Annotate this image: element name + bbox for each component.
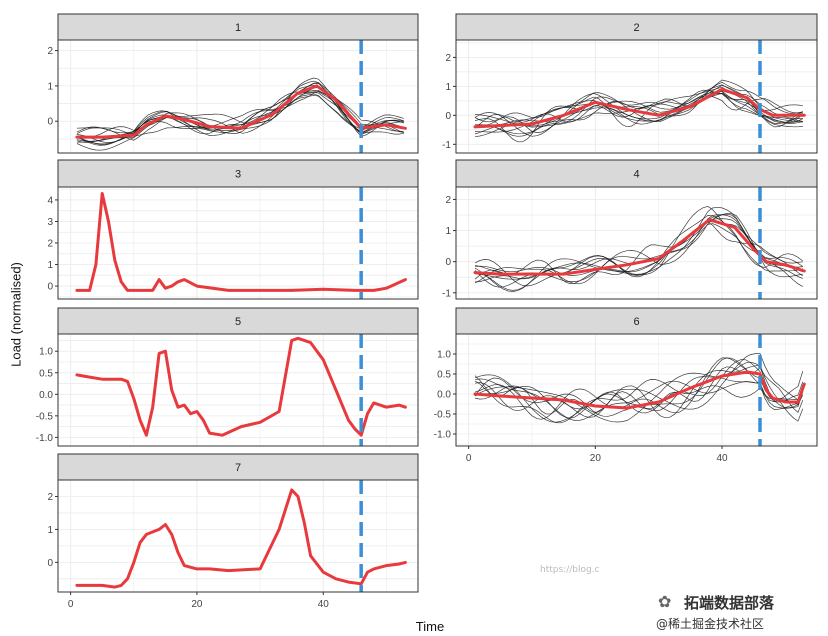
- y-tick-label: 1: [47, 81, 53, 92]
- plot-area: [456, 334, 817, 446]
- y-tick-label: 1: [47, 260, 53, 271]
- y-tick-label: 2: [445, 195, 451, 206]
- panel-border: [57, 186, 419, 300]
- facet-strip-label: 3: [235, 169, 241, 181]
- panel-4: 4 -1 0 1 2: [442, 159, 818, 300]
- watermark-blog: https://blog.c: [540, 565, 600, 575]
- y-tick-label: -1: [442, 140, 451, 151]
- series-member-line: [474, 81, 803, 126]
- facet-strip-label: 5: [235, 316, 241, 328]
- series-member-line: [474, 364, 804, 422]
- series-member-line: [76, 93, 404, 151]
- series-mean-line: [473, 370, 806, 410]
- y-tick-label: 0: [445, 111, 451, 122]
- series-mean-line: [75, 84, 407, 139]
- panel-border: [455, 39, 818, 154]
- panel-border: [455, 186, 818, 300]
- y-tick-label: 0.5: [39, 368, 53, 379]
- y-tick-label: 3: [47, 217, 53, 228]
- x-tick-label: 20: [191, 599, 203, 610]
- x-tick-label: 40: [716, 453, 728, 464]
- y-tick-label: 1.0: [39, 347, 53, 358]
- y-tick-label: 2: [47, 492, 53, 503]
- y-tick-label: 1: [47, 525, 53, 536]
- x-tick-label: 0: [68, 599, 74, 610]
- y-tick-label: 4: [47, 195, 53, 206]
- facet-strip: [57, 13, 419, 41]
- series-member-line: [474, 375, 804, 424]
- series-member-line: [474, 372, 804, 423]
- series-mean-line: [473, 218, 806, 276]
- series-mean-line: [473, 87, 806, 129]
- series-member-line: [474, 89, 803, 129]
- series-member-line: [474, 93, 803, 137]
- facet-strip-label: 6: [633, 316, 639, 328]
- facet-strip-label: 2: [633, 22, 639, 34]
- plot-area: [456, 40, 817, 153]
- panel-1: 1 0 1 2: [47, 13, 419, 154]
- x-axis-label: Time: [415, 619, 445, 634]
- panel-2: 2 -1 0 1 2: [442, 13, 818, 154]
- watermark-brand: 拓端数据部落: [684, 594, 775, 612]
- panel-border: [57, 333, 419, 447]
- series-member-line: [474, 206, 803, 292]
- y-tick-label: 0: [47, 282, 53, 293]
- y-tick-label: 2: [47, 239, 53, 250]
- facet-strip: [455, 159, 818, 188]
- series-mean-line: [75, 336, 407, 437]
- facet-strip-label: 4: [633, 169, 639, 181]
- facet-strip: [455, 13, 818, 41]
- y-tick-label: -0.5: [36, 411, 54, 422]
- y-tick-label: 1.0: [437, 350, 451, 361]
- series-member-line: [474, 90, 803, 135]
- x-tick-label: 40: [318, 599, 330, 610]
- facet-strip: [57, 159, 419, 188]
- y-tick-label: 0: [47, 558, 53, 569]
- y-tick-label: 2: [47, 46, 53, 57]
- y-tick-label: 0.0: [39, 390, 53, 401]
- series-mean-line: [75, 488, 407, 589]
- series-member-line: [474, 215, 804, 287]
- y-tick-label: -1.0: [36, 433, 54, 444]
- y-tick-label: 0: [47, 117, 53, 128]
- panel-border: [455, 333, 818, 447]
- y-tick-label: 1: [445, 82, 451, 93]
- series-member-line: [474, 79, 803, 138]
- panel-border: [57, 479, 419, 593]
- panel-5: 5 -1.0 -0.5 0.0 0.5 1.0: [36, 307, 419, 447]
- panel-6: 6 -1.0 -0.5 0.0 0.5 1.0 0 20 40: [434, 307, 818, 464]
- y-tick-label: 1: [445, 226, 451, 237]
- series-member-line: [474, 86, 803, 128]
- series-member-line: [474, 92, 803, 135]
- panel-border: [57, 39, 419, 154]
- y-tick-label: -0.5: [434, 410, 452, 421]
- facet-strip: [57, 453, 419, 481]
- facet-strip-label: 1: [235, 22, 241, 34]
- panel-3: 3 0 1 2 3 4: [47, 159, 419, 300]
- series-mean-line: [75, 192, 407, 292]
- y-tick-label: 0: [445, 257, 451, 268]
- y-tick-label: 2: [445, 53, 451, 64]
- plot-area: [58, 480, 418, 592]
- facet-strip-label: 7: [235, 462, 241, 474]
- y-tick-label: 0.0: [437, 390, 451, 401]
- y-tick-label: -1: [442, 288, 451, 299]
- watermark-community: @稀土掘金技术社区: [656, 617, 765, 631]
- series-member-line: [76, 92, 404, 143]
- y-axis-label: Load (normalised): [8, 262, 24, 367]
- series-member-line: [474, 221, 804, 280]
- facet-strip: [57, 307, 419, 335]
- facet-strip: [455, 307, 818, 335]
- wechat-icon: ✿: [658, 592, 672, 611]
- x-tick-label: 0: [466, 453, 472, 464]
- y-tick-label: -1.0: [434, 430, 452, 441]
- y-tick-label: 0.5: [437, 370, 451, 381]
- x-tick-label: 20: [590, 453, 602, 464]
- plot-area: [456, 187, 817, 299]
